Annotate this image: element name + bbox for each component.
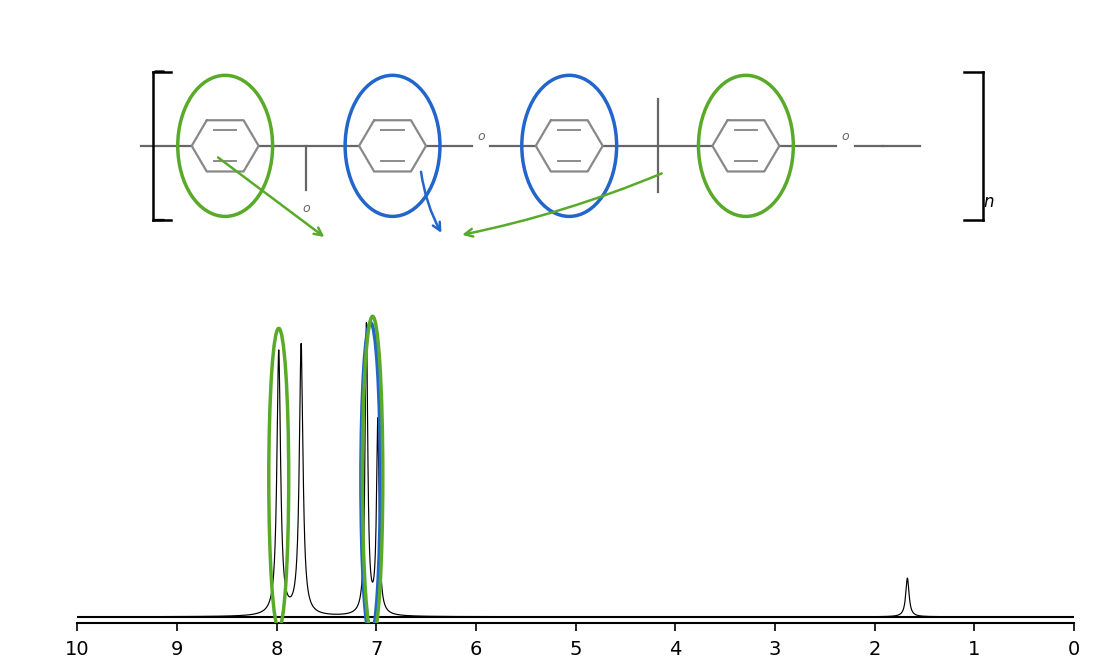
- Text: n: n: [983, 192, 993, 211]
- Text: o: o: [841, 130, 849, 143]
- Text: o: o: [477, 130, 485, 143]
- Text: o: o: [302, 202, 310, 215]
